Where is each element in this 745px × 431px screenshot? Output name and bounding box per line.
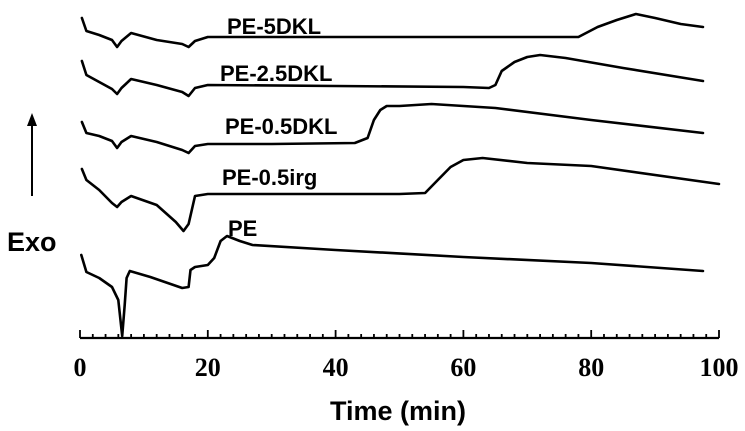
series-label-pe-0.5dkl: PE-0.5DKL — [225, 114, 337, 139]
x-tick-label: 40 — [323, 353, 349, 382]
series-line-pe-5dkl — [80, 12, 705, 49]
exo-arrow-head-icon — [27, 113, 37, 126]
series-label-pe-5dkl: PE-5DKL — [227, 14, 321, 39]
series-label-pe-2.5dkl: PE-2.5DKL — [220, 61, 332, 86]
x-tick-label: 100 — [700, 353, 739, 382]
series-line-pe-2.5dkl — [80, 53, 705, 98]
x-tick-label: 60 — [450, 353, 476, 382]
x-tick-label: 80 — [578, 353, 604, 382]
series-line-pe — [80, 234, 705, 338]
series-group — [80, 12, 721, 338]
x-tick-label: 0 — [74, 353, 87, 382]
series-label-pe-0.5irg: PE-0.5irg — [222, 165, 317, 190]
series-line-pe-0.5irg — [80, 156, 721, 233]
y-axis-title: Exo — [7, 227, 57, 257]
x-axis-title: Time (min) — [330, 396, 466, 426]
series-label-pe: PE — [228, 216, 257, 241]
x-axis-ticks — [79, 330, 720, 338]
series-labels: PE-5DKL PE-2.5DKL PE-0.5DKL PE-0.5irg PE — [220, 14, 337, 241]
series-line-pe-0.5dkl — [80, 102, 705, 155]
x-tick-label: 20 — [195, 353, 221, 382]
x-axis-tick-labels: 0 20 40 60 80 100 — [74, 353, 739, 382]
